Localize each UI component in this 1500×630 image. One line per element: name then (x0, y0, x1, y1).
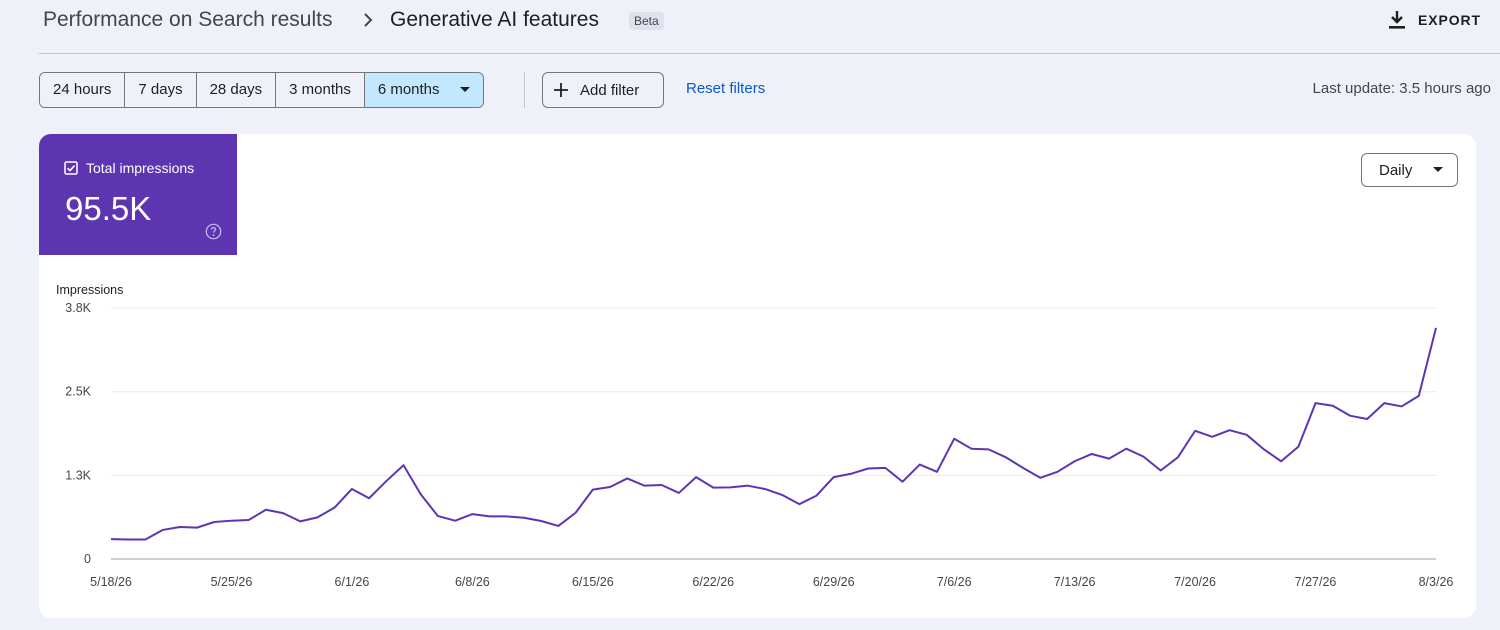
toolbar-divider (524, 72, 525, 108)
x-tick-label: 8/3/26 (1419, 575, 1454, 589)
x-tick-label: 6/15/26 (572, 575, 614, 589)
reset-filters-link[interactable]: Reset filters (686, 80, 766, 97)
range-3-months-button[interactable]: 3 months (276, 73, 365, 107)
range-24-hours-button[interactable]: 24 hours (40, 73, 126, 107)
total-impressions-metric-card[interactable]: Total impressions 95.5K (39, 134, 237, 255)
y-tick-label: 1.3K (65, 468, 91, 482)
x-tick-label: 5/18/26 (90, 575, 132, 589)
export-button[interactable]: EXPORT (1388, 6, 1481, 34)
x-tick-label: 7/13/26 (1054, 575, 1096, 589)
help-circle-icon[interactable] (205, 223, 222, 240)
checkbox-checked-icon[interactable] (64, 161, 78, 175)
metric-label-row: Total impressions (64, 160, 194, 176)
page-header: Performance on Search results Generative… (0, 0, 1500, 54)
y-axis-title: Impressions (56, 283, 123, 297)
x-tick-label: 5/25/26 (211, 575, 253, 589)
x-tick-label: 7/6/26 (937, 575, 972, 589)
chevron-right-icon (364, 13, 373, 27)
x-tick-label: 6/8/26 (455, 575, 490, 589)
date-range-selector: 24 hours 7 days 28 days 3 months 6 month… (39, 72, 484, 108)
arrow-drop-down-icon (1433, 167, 1443, 172)
x-tick-label: 6/22/26 (692, 575, 734, 589)
last-update-text: Last update: 3.5 hours ago (1312, 80, 1491, 97)
performance-card: Total impressions 95.5K Daily Impression… (39, 134, 1476, 618)
impressions-series-line (110, 327, 1437, 541)
y-tick-label: 0 (84, 552, 91, 566)
metric-label: Total impressions (86, 160, 195, 176)
download-icon (1389, 11, 1406, 29)
range-7-days-button[interactable]: 7 days (125, 73, 197, 107)
x-tick-label: 7/20/26 (1174, 575, 1216, 589)
range-28-days-button[interactable]: 28 days (196, 73, 277, 107)
page-title: Generative AI features (390, 8, 599, 31)
x-tick-label: 6/29/26 (813, 575, 855, 589)
add-filter-label: Add filter (580, 81, 640, 99)
beta-badge: Beta (629, 12, 664, 30)
header-divider (39, 53, 1500, 54)
arrow-drop-down-icon (459, 87, 470, 92)
y-tick-label: 2.5K (65, 385, 91, 399)
granularity-dropdown[interactable]: Daily (1361, 153, 1458, 187)
x-tick-label: 6/1/26 (335, 575, 370, 589)
range-6-months-button[interactable]: 6 months (364, 73, 483, 107)
impressions-line-chart: Impressions 0 1.3K 2.5K 3.8K 5/18/26 5/25/26 6/… (56, 283, 1454, 589)
add-filter-button[interactable]: Add filter (542, 72, 664, 108)
granularity-label: Daily (1379, 161, 1413, 179)
plus-icon (554, 83, 568, 97)
x-tick-label: 7/27/26 (1295, 575, 1337, 589)
range-6-months-label: 6 months (377, 81, 440, 98)
y-tick-label: 3.8K (65, 301, 91, 315)
metric-value: 95.5K (65, 190, 152, 227)
export-label: EXPORT (1418, 12, 1481, 28)
breadcrumb-parent-link[interactable]: Performance on Search results (43, 8, 333, 31)
